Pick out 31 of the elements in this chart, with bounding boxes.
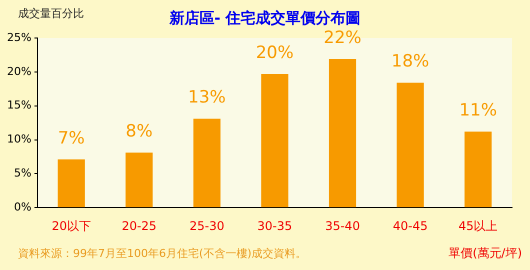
chart-title: 新店區- 住宅成交單價分布圖: [168, 8, 361, 27]
x-tick-label: 20-25: [122, 218, 157, 233]
data-label: 13%: [188, 88, 226, 108]
bar: [58, 159, 85, 208]
bar: [193, 118, 220, 208]
x-axis-title: 單價(萬元/坪): [448, 246, 522, 260]
x-tick-label: 20以下: [52, 218, 91, 233]
x-tick-label: 35-40: [325, 218, 360, 233]
x-tick-label: 45以上: [458, 218, 498, 233]
data-label: 22%: [324, 28, 362, 48]
y-tick-label: 5%: [14, 166, 32, 180]
bar: [261, 74, 288, 208]
y-tick-label: 15%: [6, 98, 32, 112]
y-tick-label: 20%: [6, 64, 32, 78]
x-tick-label: 40-45: [392, 218, 428, 233]
y-axis-title: 成交量百分比: [18, 6, 84, 20]
data-label: 7%: [58, 128, 85, 148]
bar: [126, 152, 153, 208]
data-label: 20%: [256, 42, 294, 63]
source-note: 資料來源：99年7月至100年6月住宅(不含一樓)成交資料。: [18, 246, 307, 260]
x-tick-label: 25-30: [189, 218, 224, 233]
y-tick-label: 25%: [6, 30, 32, 44]
data-label: 8%: [126, 122, 153, 142]
y-tick-label: 10%: [6, 132, 32, 146]
y-tick-label: 0%: [14, 200, 32, 214]
data-label: 18%: [391, 52, 430, 72]
bar: [396, 82, 424, 208]
bar: [328, 59, 356, 208]
data-label: 11%: [459, 100, 497, 121]
bar: [464, 132, 492, 208]
x-tick-label: 30-35: [257, 218, 292, 233]
